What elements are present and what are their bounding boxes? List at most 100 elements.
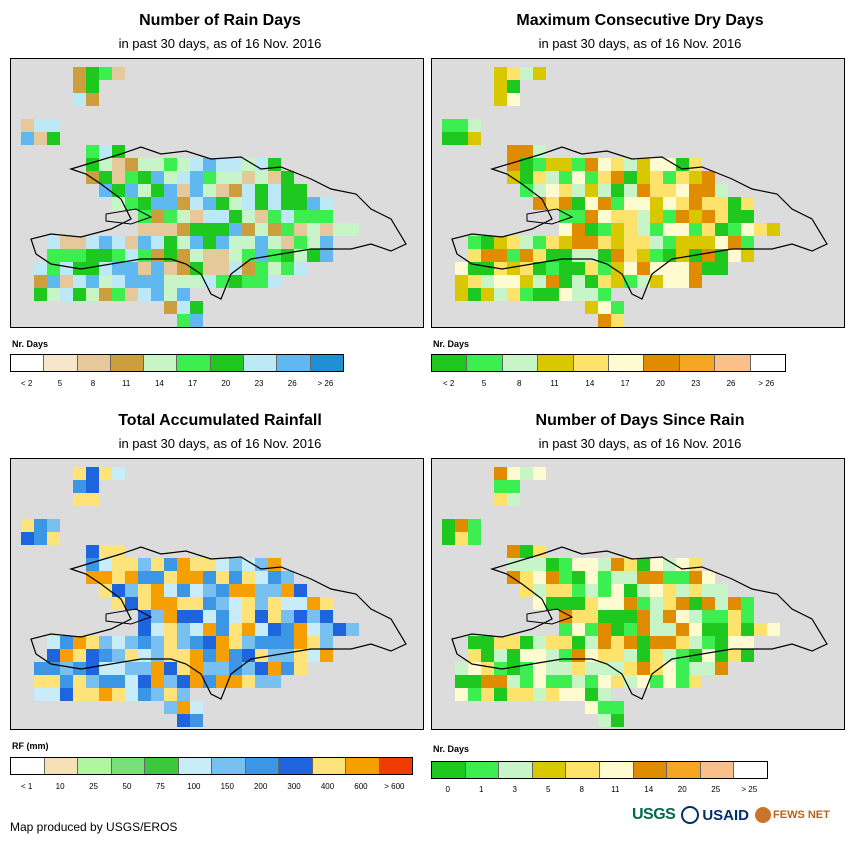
fews-net-logo: FEWS NET xyxy=(755,807,830,823)
grid-cell xyxy=(520,171,533,184)
grid-cell xyxy=(125,275,138,288)
grid-cell xyxy=(151,236,164,249)
usaid-logo-text: USAID xyxy=(702,806,750,824)
grid-cell xyxy=(494,636,507,649)
grid-cell xyxy=(689,210,702,223)
grid-cell xyxy=(676,184,689,197)
grid-cell xyxy=(34,519,47,532)
grid-cell xyxy=(73,480,86,493)
grid-cell xyxy=(546,262,559,275)
grid-cell xyxy=(268,197,281,210)
legend-swatch xyxy=(700,762,735,778)
grid-cell xyxy=(611,597,624,610)
grid-cell xyxy=(533,675,546,688)
grid-cell xyxy=(242,275,255,288)
grid-cell xyxy=(715,610,728,623)
grid-cell xyxy=(177,701,190,714)
grid-cell xyxy=(255,262,268,275)
grid-cell xyxy=(229,597,242,610)
legend-swatch xyxy=(346,758,380,774)
legend-label: 100 xyxy=(187,782,201,791)
logo-strip: USGS USAID FEWS NET xyxy=(632,806,830,824)
gonave-island-outline xyxy=(526,608,574,625)
grid-cell xyxy=(689,262,702,275)
grid-cell xyxy=(624,236,637,249)
map-canvas xyxy=(21,67,407,327)
grid-cell xyxy=(281,223,294,236)
grid-cell xyxy=(203,236,216,249)
legend-label: 20 xyxy=(677,785,687,794)
grid-cell xyxy=(585,688,598,701)
grid-cell xyxy=(242,262,255,275)
grid-cell xyxy=(663,275,676,288)
grid-cell xyxy=(177,275,190,288)
grid-cell xyxy=(112,636,125,649)
legend-swatch xyxy=(145,758,179,774)
grid-cell xyxy=(637,675,650,688)
grid-cell xyxy=(281,171,294,184)
grid-cell xyxy=(112,67,125,80)
grid-cell xyxy=(611,636,624,649)
grid-cell xyxy=(455,519,468,532)
grid-cell xyxy=(507,80,520,93)
grid-cell xyxy=(611,584,624,597)
grid-cell xyxy=(637,158,650,171)
legend-swatch xyxy=(609,355,645,371)
grid-cell xyxy=(546,558,559,571)
grid-cell xyxy=(637,210,650,223)
grid-cell xyxy=(637,662,650,675)
grid-cell xyxy=(663,223,676,236)
grid-cell xyxy=(268,184,281,197)
grid-cell xyxy=(86,493,99,506)
legend-swatch xyxy=(11,758,45,774)
grid-cell xyxy=(689,236,702,249)
grid-cell xyxy=(611,223,624,236)
grid-cell xyxy=(572,597,585,610)
grid-cell xyxy=(468,236,481,249)
grid-cell xyxy=(177,688,190,701)
grid-cell xyxy=(203,184,216,197)
grid-cell xyxy=(520,236,533,249)
grid-cell xyxy=(494,249,507,262)
grid-cell xyxy=(702,623,715,636)
grid-cell xyxy=(229,675,242,688)
grid-cell xyxy=(728,223,741,236)
grid-cell xyxy=(125,288,138,301)
usaid-logo: USAID xyxy=(681,806,749,824)
legend-label: 25 xyxy=(89,782,98,791)
grid-cell xyxy=(520,275,533,288)
grid-cell xyxy=(481,688,494,701)
grid-cell xyxy=(494,675,507,688)
grid-cell xyxy=(229,662,242,675)
grid-cell xyxy=(585,197,598,210)
grid-cell xyxy=(73,649,86,662)
grid-cell xyxy=(164,184,177,197)
grid-cell xyxy=(203,649,216,662)
legend-swatch xyxy=(111,758,145,774)
grid-cell xyxy=(689,662,702,675)
grid-cell xyxy=(689,610,702,623)
grid-cell xyxy=(520,675,533,688)
grid-cell xyxy=(455,262,468,275)
grid-cell xyxy=(611,275,624,288)
grid-cell xyxy=(637,649,650,662)
legend-title: Nr. Days xyxy=(12,339,49,349)
grid-cell xyxy=(47,532,60,545)
legend-label: 150 xyxy=(220,782,234,791)
grid-cell xyxy=(533,662,546,675)
grid-cell xyxy=(307,236,320,249)
grid-cell xyxy=(676,275,689,288)
grid-cell xyxy=(229,236,242,249)
grid-cell xyxy=(650,649,663,662)
grid-cell xyxy=(229,158,242,171)
grid-cell xyxy=(151,210,164,223)
grid-cell xyxy=(242,236,255,249)
grid-cell xyxy=(346,223,359,236)
grid-cell xyxy=(190,701,203,714)
legend-label: 5 xyxy=(481,379,487,388)
grid-cell xyxy=(715,210,728,223)
grid-cell xyxy=(138,662,151,675)
grid-cell xyxy=(229,210,242,223)
grid-cell xyxy=(190,158,203,171)
grid-cell xyxy=(294,610,307,623)
